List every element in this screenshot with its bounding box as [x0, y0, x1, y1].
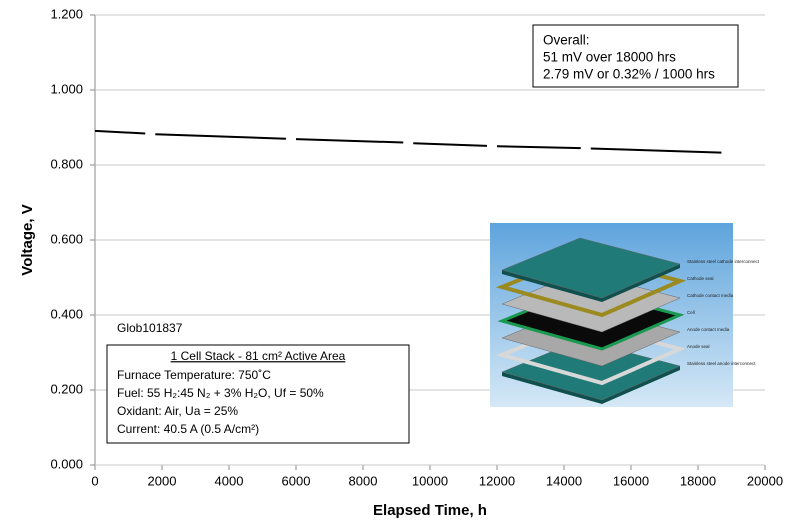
y-tick-label: 0.800	[50, 156, 83, 171]
annotation: Current: 40.5 A (0.5 A/cm²)	[117, 422, 259, 436]
inset-label: Stainless steel cathode interconnect	[687, 259, 760, 264]
page: 2000018000160001400012000100008000600040…	[0, 0, 788, 531]
data-line	[95, 131, 721, 153]
inset-label: Cathode contact media	[687, 293, 734, 298]
inset-label: Stainless steel anode interconnect	[687, 361, 756, 366]
x-tick-label: 12000	[479, 473, 515, 488]
annotation: 2.79 mV or 0.32% / 1000 hrs	[543, 67, 715, 82]
x-axis-title: Elapsed Time, h	[373, 502, 487, 519]
y-tick-label: 0.600	[50, 231, 83, 246]
y-axis-title: Voltage, V	[19, 204, 36, 275]
annotation: Glob101837	[117, 321, 183, 335]
x-tick-label: 2000	[148, 473, 177, 488]
x-tick-label: 20000	[747, 473, 783, 488]
inset-label: Anode contact media	[687, 327, 730, 332]
x-tick-label: 0	[91, 473, 98, 488]
x-tick-label: 14000	[546, 473, 582, 488]
x-tick-label: 18000	[680, 473, 716, 488]
annotation: Fuel: 55 H₂:45 N₂ + 3% H₂O, Uf = 50%	[117, 386, 324, 400]
y-tick-label: 0.200	[50, 381, 83, 396]
annotation: Oxidant: Air, Ua = 25%	[117, 404, 238, 418]
chart: 2000018000160001400012000100008000600040…	[0, 0, 788, 526]
x-tick-label: 6000	[282, 473, 311, 488]
inset-label: Cathode seal	[687, 276, 714, 281]
inset-label: Cell	[687, 310, 695, 315]
x-tick-label: 4000	[215, 473, 244, 488]
annotation: Furnace Temperature: 750˚C	[117, 368, 271, 382]
y-tick-label: 0.000	[50, 456, 83, 471]
annotation: Overall:	[543, 33, 590, 48]
inset-label: Anode seal	[687, 344, 710, 349]
y-tick-label: 0.400	[50, 306, 83, 321]
x-tick-label: 16000	[613, 473, 649, 488]
x-tick-label: 10000	[412, 473, 448, 488]
annotation: 51 mV over 18000 hrs	[543, 50, 676, 65]
y-tick-label: 1.200	[50, 6, 83, 21]
y-tick-label: 1.000	[50, 81, 83, 96]
x-tick-label: 8000	[349, 473, 378, 488]
info-title: 1 Cell Stack - 81 cm² Active Area	[171, 349, 346, 363]
